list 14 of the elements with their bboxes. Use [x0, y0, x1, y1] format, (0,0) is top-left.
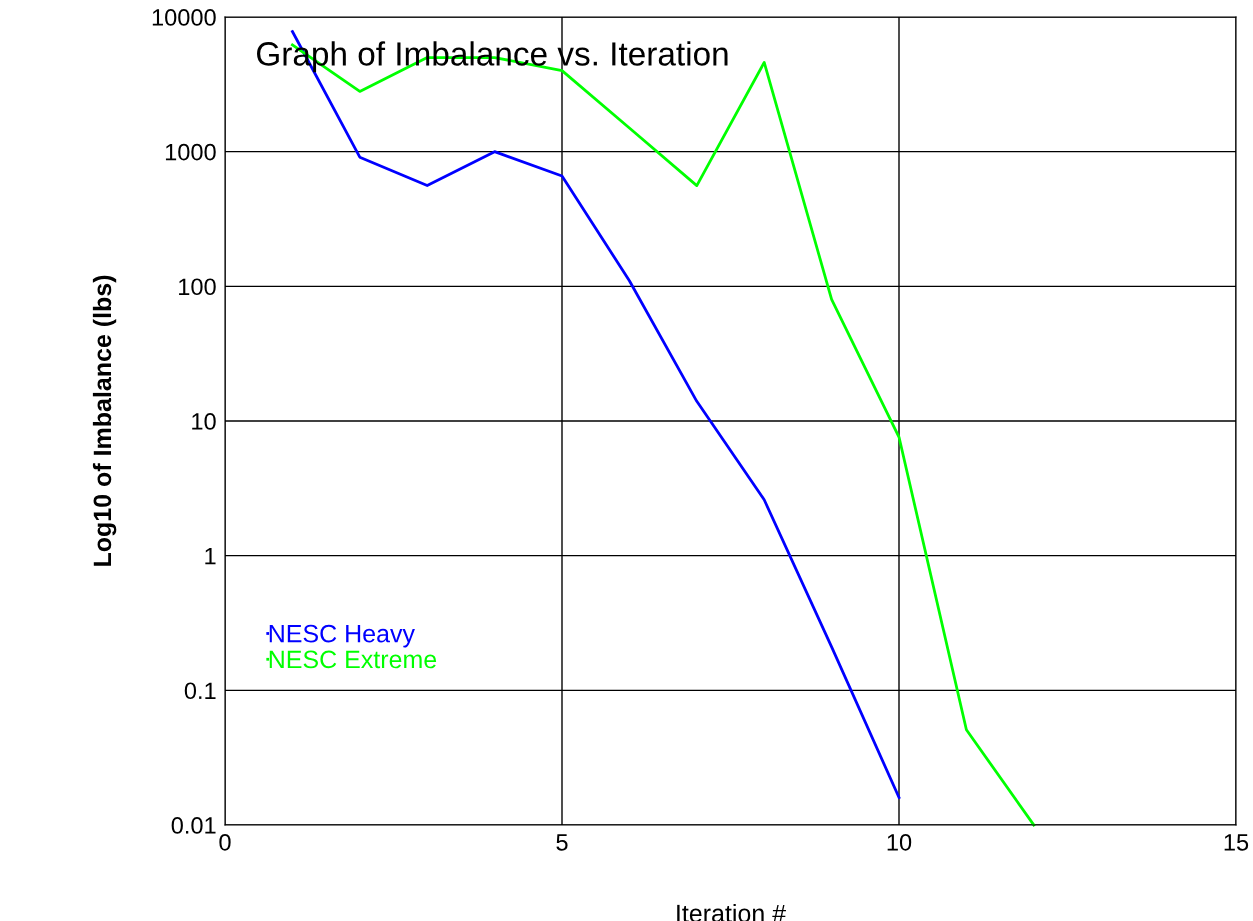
y-tick-label: 0.1 [184, 682, 216, 700]
legend-label: NESC Extreme [269, 650, 437, 669]
y-tick-label: 10 [192, 413, 216, 430]
legend-label: NESC Heavy [269, 624, 415, 648]
y-tick-label: 1 [205, 547, 216, 565]
y-tick-label: 100 [179, 278, 216, 296]
y-tick-label: 0.01 [171, 817, 216, 834]
y-tick-label: 10000 [152, 9, 216, 26]
x-tick-label: 5 [556, 834, 568, 851]
x-tick-label: 15 [1224, 834, 1249, 851]
x-tick-label: 0 [219, 833, 231, 851]
y-tick-label: 1000 [165, 143, 216, 161]
y-axis-title: Log10 of Imbalance (lbs) [92, 275, 117, 566]
x-tick-label: 10 [887, 833, 912, 851]
